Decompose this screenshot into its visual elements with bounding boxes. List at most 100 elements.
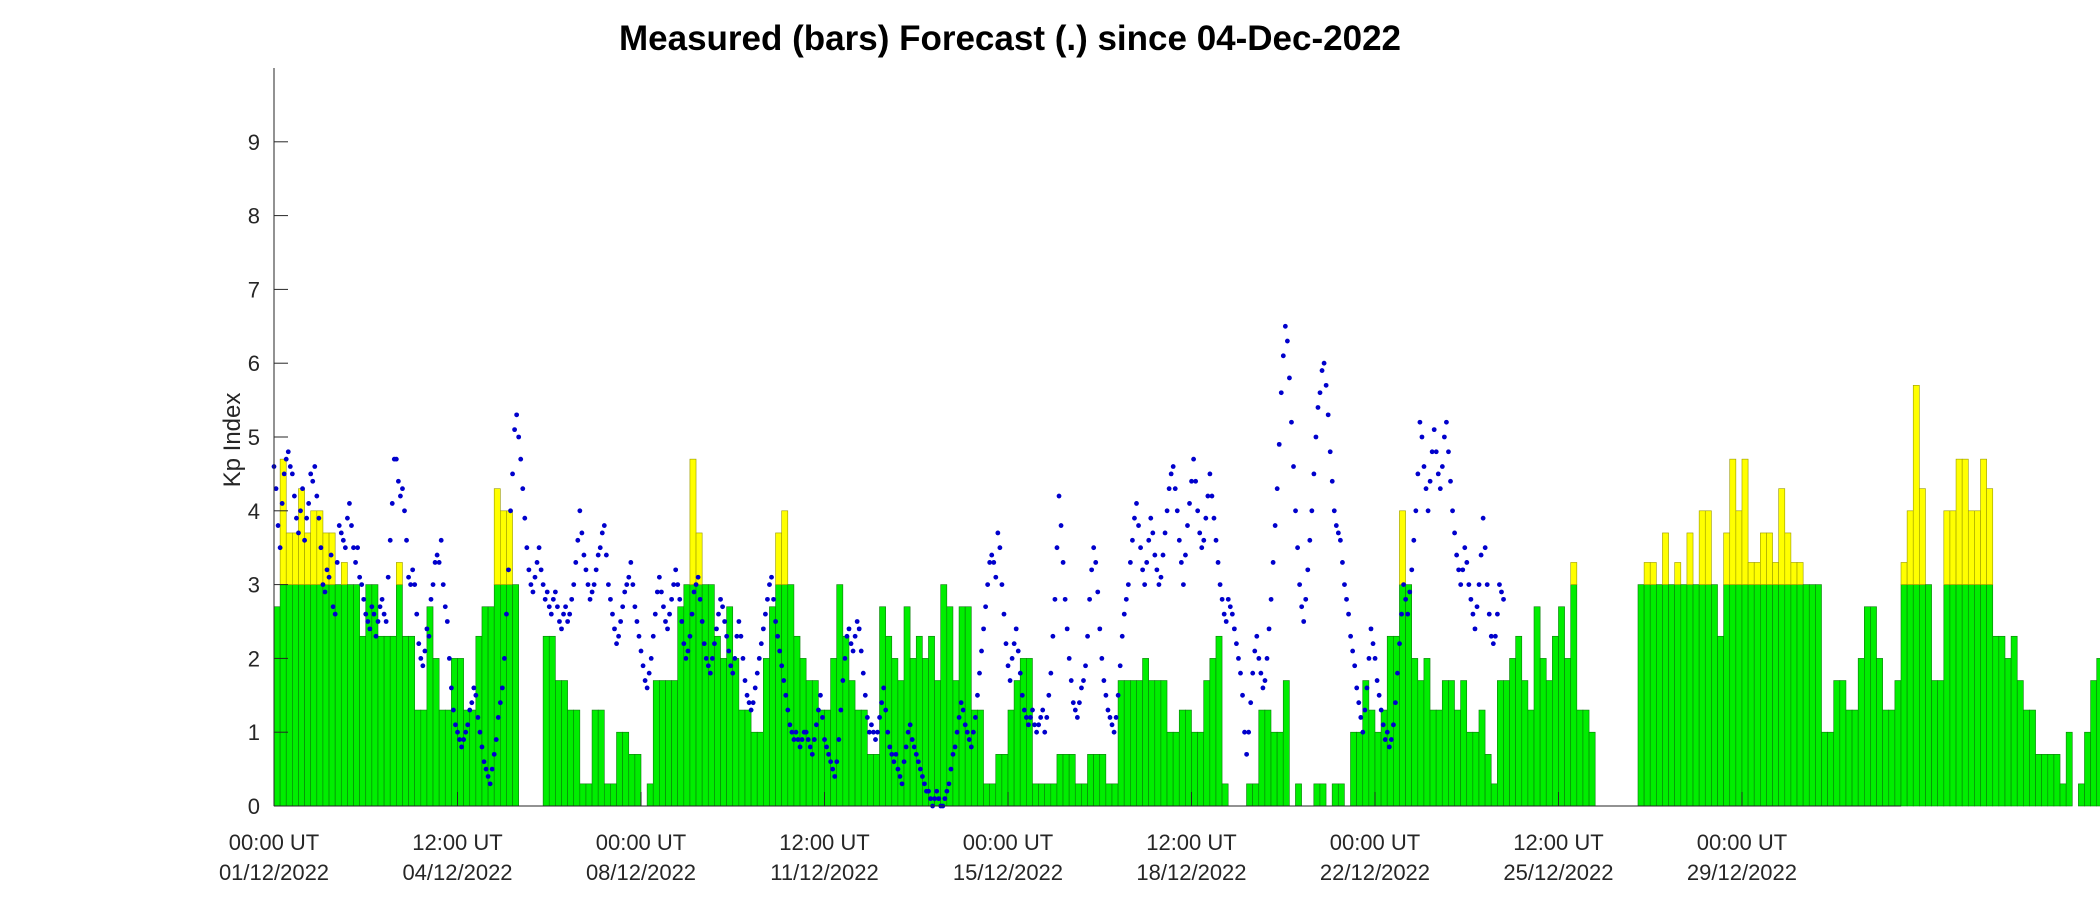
forecast-dot xyxy=(1225,596,1231,602)
measured-bar xyxy=(842,635,850,807)
measured-bar xyxy=(689,458,697,807)
y-tick-label: 4 xyxy=(248,499,260,524)
forecast-dot xyxy=(1386,744,1392,750)
measured-bar xyxy=(359,635,367,807)
measured-bar-green xyxy=(1888,709,1896,807)
forecast-dot xyxy=(871,729,876,735)
forecast-dot xyxy=(642,678,648,683)
forecast-dot xyxy=(296,530,301,536)
measured-bar-green xyxy=(1955,584,1963,807)
measured-bar xyxy=(1509,658,1516,807)
measured-bar-green xyxy=(622,731,630,807)
measured-bar xyxy=(1784,532,1792,807)
forecast-dot xyxy=(1495,611,1500,617)
forecast-dot xyxy=(1311,471,1317,477)
measured-bar-green xyxy=(1833,680,1841,807)
forecast-dot xyxy=(1368,626,1374,632)
measured-bar-green xyxy=(756,731,764,807)
forecast-dot xyxy=(681,641,687,647)
measured-bar-green xyxy=(1643,584,1651,807)
measured-bar-green xyxy=(340,584,348,807)
forecast-dot xyxy=(491,751,497,757)
measured-bar-yellow xyxy=(1906,510,1914,585)
measured-bar-green xyxy=(1857,658,1865,807)
forecast-dot xyxy=(973,715,978,720)
forecast-dot xyxy=(1130,537,1135,543)
forecast-dot xyxy=(502,656,507,661)
x-tick-date-label: 22/12/2022 xyxy=(1320,860,1430,885)
measured-bar xyxy=(542,635,550,807)
forecast-dot xyxy=(485,774,491,779)
measured-bar xyxy=(793,635,801,807)
forecast-dot xyxy=(652,611,658,617)
forecast-dot xyxy=(809,751,815,757)
measured-bar-green xyxy=(1741,584,1749,807)
measured-bar xyxy=(1270,731,1278,807)
forecast-dot xyxy=(363,611,369,617)
forecast-dot xyxy=(1423,486,1429,492)
measured-bar-green xyxy=(1038,783,1045,807)
measured-bar xyxy=(1374,731,1382,807)
measured-bar xyxy=(646,783,654,807)
forecast-dot xyxy=(552,589,558,595)
forecast-dot xyxy=(893,751,899,757)
measured-bar xyxy=(989,783,997,807)
measured-bar xyxy=(2090,680,2098,807)
forecast-dot xyxy=(1415,471,1421,477)
forecast-dot xyxy=(744,692,750,698)
measured-bar-green xyxy=(1760,584,1767,807)
measured-bar xyxy=(1154,680,1162,807)
forecast-dot xyxy=(795,737,801,742)
forecast-dot xyxy=(1421,464,1427,469)
forecast-dot xyxy=(1183,552,1188,558)
measured-bar xyxy=(1490,783,1498,807)
measured-bar-yellow xyxy=(1790,562,1798,585)
forecast-dot xyxy=(493,737,499,742)
measured-bar xyxy=(1001,754,1009,807)
measured-bar xyxy=(475,635,483,807)
measured-bar-green xyxy=(1454,709,1461,807)
measured-bar xyxy=(1643,562,1651,807)
forecast-dot xyxy=(1501,596,1506,602)
forecast-dot xyxy=(742,678,748,683)
forecast-dot xyxy=(787,722,793,728)
forecast-dot xyxy=(848,641,854,647)
forecast-dot xyxy=(1156,582,1162,587)
forecast-dot xyxy=(1007,678,1013,683)
measured-bar-yellow xyxy=(1735,510,1743,585)
forecast-dot xyxy=(1003,641,1009,647)
forecast-dot xyxy=(1309,508,1315,514)
measured-bar-green xyxy=(1026,658,1033,807)
forecast-dot xyxy=(977,670,982,676)
forecast-dot xyxy=(304,515,310,521)
forecast-dot xyxy=(818,692,823,698)
forecast-dot xyxy=(1034,729,1039,735)
forecast-dot xyxy=(665,626,670,632)
forecast-dot xyxy=(550,596,556,602)
measured-bar-green xyxy=(1062,754,1070,807)
measured-bar xyxy=(1074,783,1082,807)
measured-bar xyxy=(995,754,1003,807)
forecast-dot xyxy=(728,663,734,669)
forecast-dot xyxy=(1315,405,1321,410)
forecast-dot xyxy=(926,788,931,794)
measured-bar xyxy=(1454,709,1461,807)
forecast-dot xyxy=(1056,493,1062,499)
forecast-dot xyxy=(954,729,960,735)
forecast-dot xyxy=(298,508,303,514)
forecast-dot xyxy=(683,656,689,661)
measured-bar-green xyxy=(1723,584,1731,807)
forecast-dot xyxy=(1462,545,1468,551)
forecast-dot xyxy=(895,766,901,772)
measured-bar xyxy=(285,532,293,807)
forecast-dot xyxy=(1079,685,1084,691)
measured-bar-green xyxy=(854,709,862,807)
measured-bar-green xyxy=(787,584,795,807)
forecast-dot xyxy=(1307,537,1313,543)
measured-bar-green xyxy=(1545,680,1553,807)
forecast-dot xyxy=(989,552,995,558)
measured-bar-green xyxy=(420,709,428,807)
forecast-dot xyxy=(1372,656,1378,661)
forecast-dot xyxy=(944,788,950,794)
measured-bar-green xyxy=(383,635,391,807)
